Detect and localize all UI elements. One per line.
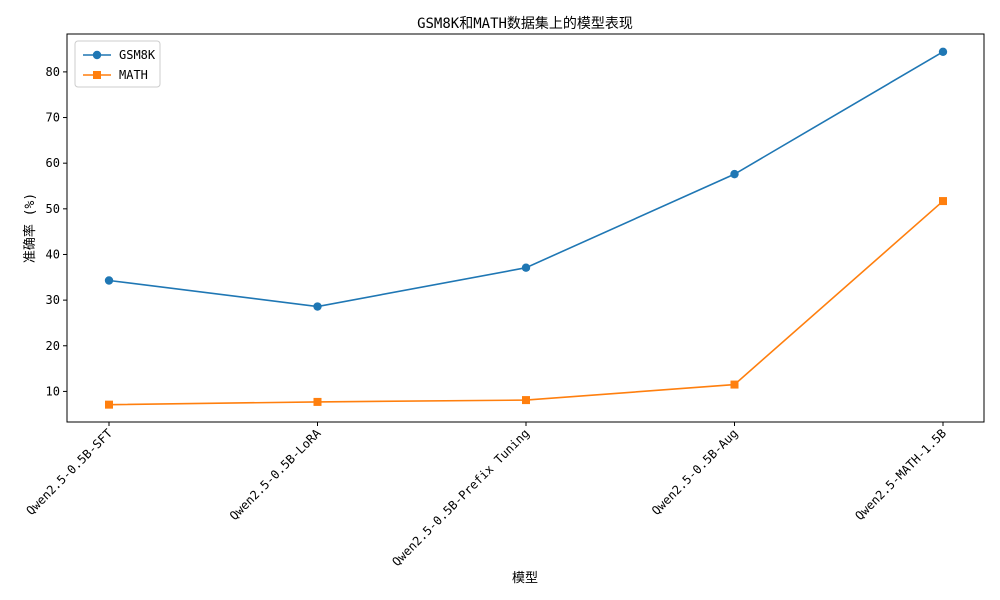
data-point-math [522, 396, 530, 405]
x-tick-label: Qwen2.5-0.5B-Prefix Tuning [389, 426, 532, 569]
data-point-math [313, 397, 322, 406]
y-tick-label: 60 [46, 156, 60, 170]
legend: GSM8K MATH [74, 40, 161, 88]
data-point-gsm8k [938, 47, 948, 57]
y-tick-label: 20 [46, 339, 60, 353]
series-line-math [108, 200, 944, 406]
legend-marker-gsm8k [92, 50, 102, 60]
y-tick-label: 30 [46, 293, 60, 307]
y-tick-label: 80 [46, 65, 60, 79]
data-point-gsm8k [730, 169, 739, 179]
y-tick-label: 50 [46, 202, 60, 216]
data-point-math [105, 400, 113, 409]
x-tick-label: Qwen2.5-0.5B-LoRA [227, 426, 324, 523]
y-tick-label: 10 [46, 384, 60, 398]
legend-marker-math [93, 71, 101, 79]
x-tick-label: Qwen2.5-MATH-1.5B [852, 426, 949, 523]
plot-area [66, 33, 985, 423]
y-tick-label: 70 [46, 111, 60, 125]
legend-label-gsm8k: GSM8K [119, 48, 156, 62]
x-axis-label: 模型 [512, 571, 538, 586]
x-axis: Qwen2.5-0.5B-SFT Qwen2.5-0.5B-LoRA Qwen2.5… [23, 422, 949, 569]
y-tick-label: 40 [46, 247, 60, 261]
x-tick-label: Qwen2.5-0.5B-Aug [649, 426, 741, 518]
x-tick-label: Qwen2.5-0.5B-SFT [23, 426, 115, 518]
data-point-math [939, 197, 947, 206]
series-layer [104, 47, 948, 409]
data-point-math [730, 380, 739, 389]
legend-label-math: MATH [119, 68, 148, 82]
chart-title: GSM8K和MATH数据集上的模型表现 [417, 15, 633, 32]
y-axis-label: 准确率 (%) [22, 193, 38, 263]
data-point-gsm8k [313, 302, 322, 311]
data-point-gsm8k [104, 276, 114, 285]
data-point-gsm8k [521, 263, 531, 272]
y-axis: 10 20 30 40 50 60 70 80 [46, 65, 67, 398]
